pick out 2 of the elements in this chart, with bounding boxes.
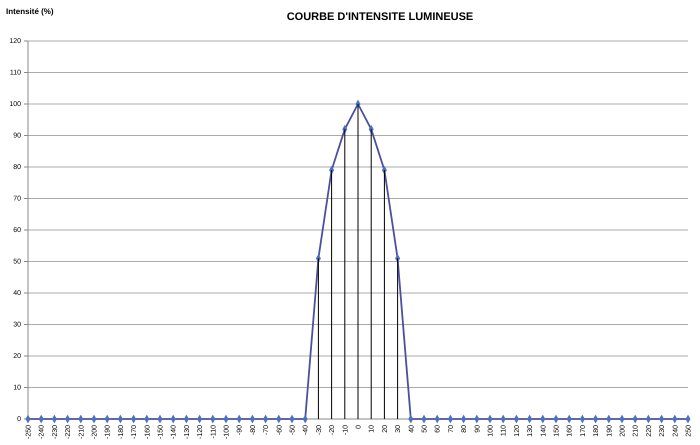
chart-title: COURBE D'INTENSITE LUMINEUSE xyxy=(286,11,474,23)
y-axis-title: Intensité (%) xyxy=(6,7,54,16)
